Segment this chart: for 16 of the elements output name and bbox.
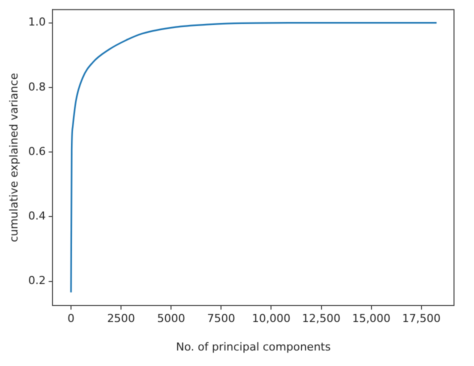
y-axis-title: cumulative explained variance bbox=[7, 72, 20, 242]
x-tick-label: 15,000 bbox=[352, 312, 391, 326]
x-tick-label: 2500 bbox=[107, 312, 136, 326]
x-tick-label: 5000 bbox=[157, 312, 186, 326]
y-tick-label: 1.0 bbox=[28, 16, 46, 29]
x-tick-label: 10,000 bbox=[252, 312, 290, 326]
x-tick-label: 0 bbox=[68, 312, 75, 326]
y-tick-label: 0.4 bbox=[28, 210, 46, 223]
x-axis-title: No. of principal components bbox=[176, 340, 331, 354]
y-tick-label: 0.2 bbox=[28, 274, 46, 288]
y-tick-label: 0.6 bbox=[28, 144, 46, 158]
x-tick-label: 7500 bbox=[207, 312, 236, 326]
x-tick-label: 17,500 bbox=[402, 312, 441, 326]
line-series bbox=[70, 22, 438, 294]
y-tick-label: 0.8 bbox=[28, 80, 46, 94]
x-tick-label: 12,500 bbox=[302, 312, 341, 326]
